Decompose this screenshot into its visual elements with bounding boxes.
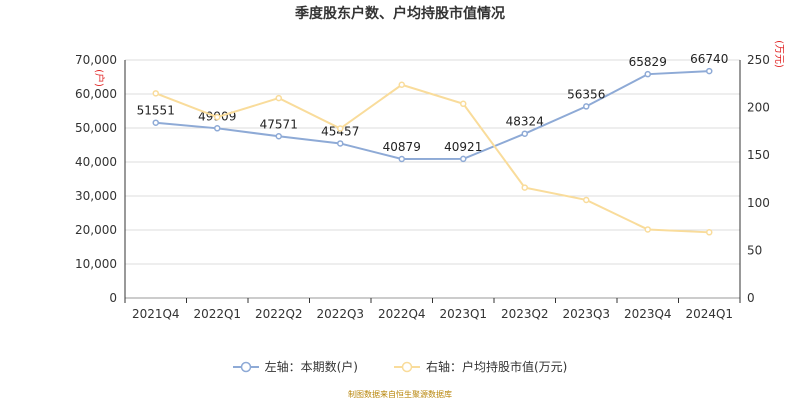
data-point [275,133,282,140]
data-label: 51551 [137,104,175,118]
x-tick-label: 2024Q1 [685,307,733,321]
data-point [214,113,221,121]
legend-swatch-avg-value [394,361,420,372]
data-label: 40879 [383,140,421,154]
x-tick-label: 2023Q3 [562,307,610,321]
y-right-axis-label: (万元) [773,40,784,68]
data-label: 47571 [260,117,298,131]
data-point [337,125,344,132]
y-right-tick-label: 0 [747,291,755,305]
data-point [398,155,405,163]
data-point [152,119,159,126]
y-left-axis-label: (户) [93,69,106,87]
y-right-tick-label: 50 [747,243,762,257]
data-point [583,103,590,110]
y-left-tick-label: 40,000 [75,155,117,169]
y-right-tick-label: 100 [747,196,770,210]
x-tick-label: 2023Q4 [624,307,672,321]
y-right-tick-label: 200 [747,101,770,115]
y-right-tick-label: 250 [747,53,770,67]
y-left-tick-label: 50,000 [75,121,117,135]
data-label: 65829 [629,55,667,69]
data-point [521,184,528,191]
legend-label-households: 左轴：本期数(户) [264,360,358,374]
data-point [706,229,713,236]
x-tick-label: 2023Q2 [501,307,549,321]
x-tick-label: 2022Q4 [378,307,426,321]
data-point [152,90,159,97]
data-label: 40921 [444,140,482,154]
legend-swatch-households [232,361,259,372]
data-point [275,94,282,102]
x-tick-label: 2021Q4 [132,307,180,321]
data-label: 66740 [690,52,728,66]
series-line-1 [155,83,710,234]
x-tick-label: 2022Q3 [316,307,364,321]
data-point [706,67,713,75]
chart-legend: 左轴：本期数(户) 右轴：户均持股市值(万元) [0,358,800,375]
data-label: 48324 [506,115,544,129]
data-point [644,226,651,233]
data-point [460,100,467,108]
data-label: 56356 [567,87,605,101]
y-left-tick-label: 0 [109,291,117,305]
data-point [214,125,221,132]
x-tick-label: 2023Q1 [439,307,487,321]
legend-label-avg-value: 右轴：户均持股市值(万元) [426,360,568,374]
legend-item-households[interactable]: 左轴：本期数(户) [232,358,358,375]
y-left-tick-label: 10,000 [75,257,117,271]
x-tick-label: 2022Q2 [255,307,303,321]
y-right-tick-label: 150 [747,148,770,162]
chart-title: 季度股东户数、户均持股市值情况 [295,6,505,22]
y-left-tick-label: 60,000 [75,87,117,101]
y-left-tick-label: 20,000 [75,223,117,237]
source-note: 制图数据来自恒生聚源数据库 [348,390,452,399]
data-point [644,70,651,78]
data-point [583,196,590,204]
data-point [337,140,344,147]
legend-item-avg-value[interactable]: 右轴：户均持股市值(万元) [394,358,567,375]
data-point [521,130,528,137]
series-line-0 [155,70,710,161]
x-tick-label: 2022Q1 [193,307,241,321]
y-left-tick-label: 70,000 [75,53,117,67]
y-left-tick-label: 30,000 [75,189,117,203]
data-point [398,81,405,89]
data-point [460,155,467,163]
